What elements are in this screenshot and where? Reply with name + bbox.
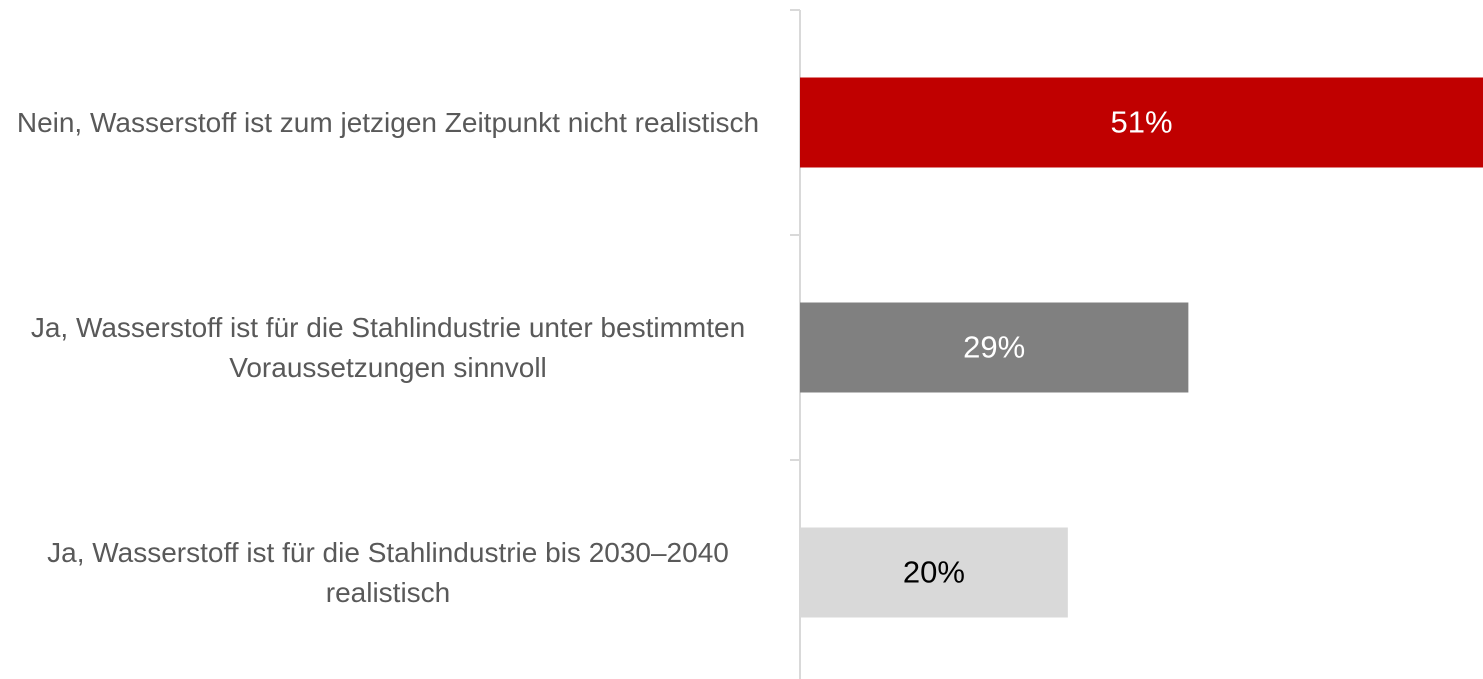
category-label: Ja, Wasserstoff ist für die Stahlindustr… [30,311,746,383]
value-label: 29% [963,330,1025,365]
value-label: 20% [903,555,965,590]
category-label: Ja, Wasserstoff ist für die Stahlindustr… [47,536,729,608]
axis [790,9,801,679]
bar [800,302,1189,393]
category-label: Nein, Wasserstoff ist zum jetzigen Zeitp… [16,106,760,138]
value-label: 51% [1110,105,1172,140]
bar [800,77,1483,168]
bar [800,527,1068,618]
